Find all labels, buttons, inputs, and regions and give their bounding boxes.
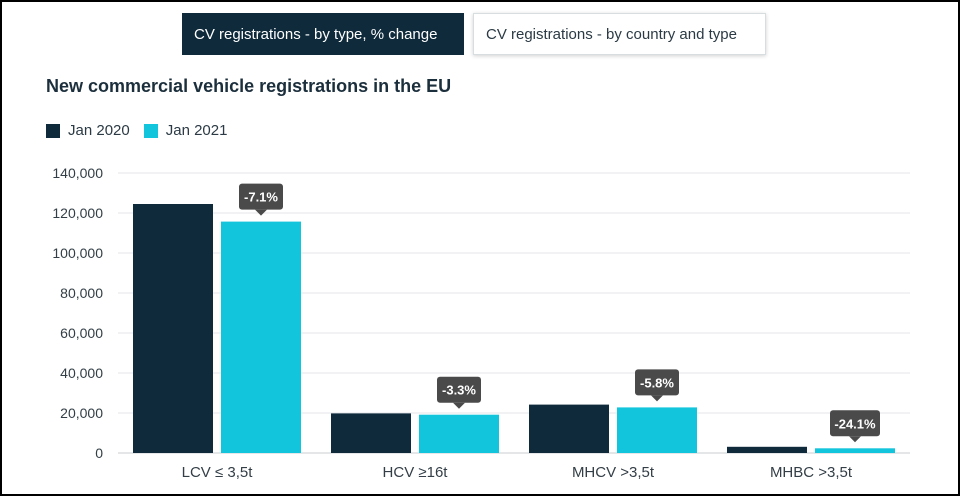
change-annotation-pointer [255, 209, 267, 216]
chart-legend: Jan 2020 Jan 2021 [46, 122, 241, 139]
chart-title: New commercial vehicle registrations in … [46, 76, 452, 96]
bar-jan-2020 [727, 446, 807, 453]
bar-jan-2020 [529, 404, 609, 453]
x-tick-label: MHBC >3,5t [770, 464, 853, 481]
bar-jan-2021 [221, 221, 301, 453]
legend-swatch-jan-2021 [143, 123, 158, 138]
y-tick-label: 120,000 [52, 205, 103, 221]
y-tick-label: 40,000 [60, 365, 103, 381]
x-tick-label: HCV ≥16t [383, 464, 449, 481]
y-tick-label: 0 [95, 445, 103, 461]
y-tick-label: 100,000 [52, 245, 103, 261]
change-annotation-box [635, 369, 679, 396]
change-annotation-box [830, 410, 880, 437]
legend-item-jan-2021[interactable]: Jan 2021 [143, 122, 228, 139]
x-tick-label: LCV ≤ 3,5t [182, 464, 254, 481]
tab-by-type[interactable]: CV registrations - by type, % change [182, 13, 464, 55]
change-annotation-pointer [453, 402, 465, 409]
y-tick-label: 140,000 [52, 165, 103, 181]
bar-jan-2020 [331, 413, 411, 453]
change-annotation-label: -24.1% [834, 416, 876, 431]
legend-label-jan-2021: Jan 2021 [165, 122, 228, 139]
bar-jan-2021 [419, 414, 499, 453]
legend-item-jan-2020[interactable]: Jan 2020 [46, 122, 130, 139]
bar-jan-2021 [617, 407, 697, 453]
change-annotation-label: -5.8% [640, 375, 674, 390]
change-annotation-label: -7.1% [244, 190, 278, 205]
y-tick-label: 20,000 [60, 405, 103, 421]
y-tick-label: 60,000 [60, 325, 103, 341]
tab-by-country[interactable]: CV registrations - by country and type [473, 13, 766, 55]
bar-jan-2020 [133, 204, 213, 453]
change-annotation-pointer [651, 395, 663, 402]
x-tick-label: MHCV >3,5t [572, 464, 655, 481]
change-annotation-pointer [849, 436, 861, 443]
y-tick-label: 80,000 [60, 285, 103, 301]
legend-swatch-jan-2020 [46, 123, 60, 138]
bar-jan-2021 [815, 448, 895, 453]
change-annotation-label: -3.3% [442, 383, 476, 398]
change-annotation-box [239, 183, 283, 210]
change-annotation-box [437, 376, 481, 403]
legend-label-jan-2020: Jan 2020 [68, 122, 130, 139]
view-tabs: CV registrations - by type, % change CV … [182, 13, 766, 55]
